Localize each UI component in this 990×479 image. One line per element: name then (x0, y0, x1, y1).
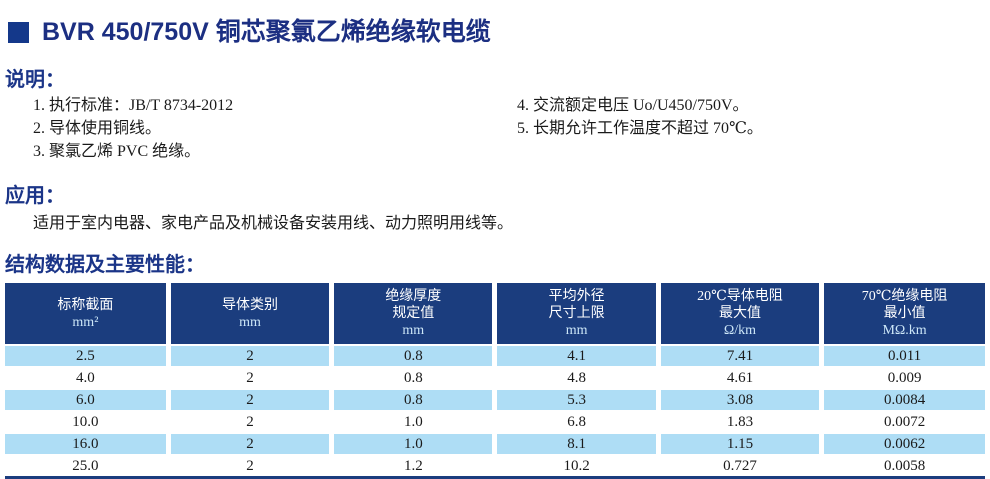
table-cell: 1.83 (655, 410, 822, 433)
col-header-line: 最小值 (883, 306, 926, 321)
col-header-line: 20℃导体电阻 (697, 289, 783, 304)
description-list-columns: 1. 执行标准：JB/T 8734-2012 2. 导体使用铜线。 3. 聚氯乙… (5, 94, 990, 163)
table-cell: 0.0062 (819, 432, 985, 455)
col-header-line: 导体类别 (221, 297, 278, 313)
col-header-unit: mm (239, 314, 261, 330)
table-cell: 2 (165, 432, 332, 455)
table-cell: 1.15 (655, 432, 822, 455)
table-cell: 0.011 (819, 344, 985, 367)
table-cell: 25.0 (5, 454, 169, 476)
page-title: BVR 450/750V 铜芯聚氯乙烯绝缘软电缆 (42, 18, 491, 46)
col-header-line: 绝缘厚度 (385, 289, 442, 304)
col-header-insulation-resistance-70c: 70℃绝缘电阻 最小值 MΩ.km (819, 283, 985, 345)
table-row: 16.0 2 1.0 8.1 1.15 0.0062 (5, 432, 985, 455)
col-header-mean-outer-diameter: 平均外径 尺寸上限 mm (492, 283, 659, 345)
col-header-nominal-section: 标称截面 mm² (5, 283, 169, 345)
table-cell: 0.727 (655, 454, 822, 476)
description-item-5: 5. 长期允许工作温度不超过 70℃。 (517, 120, 763, 137)
section-application: 应用： 适用于室内电器、家电产品及机械设备安装用线、动力照明用线等。 (0, 184, 990, 235)
table-cell: 4.1 (492, 344, 659, 367)
table-cell: 16.0 (5, 432, 169, 455)
table-row: 10.0 2 1.0 6.8 1.83 0.0072 (5, 410, 985, 433)
table-cell: 2 (165, 454, 332, 476)
table-row: 4.0 2 0.8 4.8 4.61 0.009 (5, 366, 985, 389)
col-header-line: 尺寸上限 (548, 306, 605, 321)
description-list-right: 4. 交流额定电压 Uo/U450/750V。 5. 长期允许工作温度不超过 7… (517, 94, 990, 163)
table-cell: 0.0058 (819, 454, 985, 476)
table-cell: 4.61 (655, 366, 822, 389)
col-header-line: 70℃绝缘电阻 (861, 289, 948, 304)
table-cell: 5.3 (492, 388, 659, 411)
table-cell: 0.8 (329, 388, 495, 411)
description-item-3: 3. 聚氯乙烯 PVC 绝缘。 (33, 143, 201, 160)
section-spec-table: 结构数据及主要性能： 标称截面 mm² 导体类别 mm 绝缘厚度 (0, 253, 990, 479)
col-header-unit: MΩ.km (882, 323, 927, 338)
col-header-conductor-resistance-20c: 20℃导体电阻 最大值 Ω/km (655, 283, 822, 345)
description-item-1: 1. 执行标准：JB/T 8734-2012 (33, 97, 234, 114)
table-cell: 10.2 (492, 454, 659, 476)
table-cell: 10.0 (5, 410, 169, 433)
description-item-4: 4. 交流额定电压 Uo/U450/750V。 (517, 97, 749, 114)
table-cell: 0.0072 (819, 410, 985, 433)
table-header-row: 标称截面 mm² 导体类别 mm 绝缘厚度 规定值 mm (5, 283, 985, 345)
table-cell: 0.0084 (819, 388, 985, 411)
table-cell: 2 (165, 344, 332, 367)
spec-table-body: 2.5 2 0.8 4.1 7.41 0.011 4.0 2 0.8 4.8 4… (5, 344, 985, 476)
section-description: 说明： 1. 执行标准：JB/T 8734-2012 2. 导体使用铜线。 3.… (0, 68, 990, 163)
description-heading: 说明： (5, 69, 65, 91)
page-title-row: BVR 450/750V 铜芯聚氯乙烯绝缘软电缆 (0, 0, 990, 45)
col-header-line: 规定值 (392, 306, 435, 321)
application-heading: 应用： (5, 185, 65, 207)
table-cell: 6.8 (492, 410, 659, 433)
table-cell: 7.41 (655, 344, 822, 367)
col-header-unit: mm (565, 323, 588, 338)
table-cell: 2 (165, 366, 332, 389)
col-header-unit: mm (402, 323, 425, 338)
col-header-insulation-thickness: 绝缘厚度 规定值 mm (329, 283, 495, 345)
description-item-2: 2. 导体使用铜线。 (33, 120, 162, 137)
table-cell: 2 (165, 410, 332, 433)
table-row: 2.5 2 0.8 4.1 7.41 0.011 (5, 344, 985, 367)
col-header-line: 标称截面 (57, 297, 114, 313)
spec-table: 标称截面 mm² 导体类别 mm 绝缘厚度 规定值 mm (5, 283, 985, 476)
col-header-line: 最大值 (718, 306, 761, 321)
col-header-line: 平均外径 (548, 289, 605, 304)
table-cell: 4.8 (492, 366, 659, 389)
table-cell: 4.0 (5, 366, 169, 389)
table-cell: 3.08 (655, 388, 822, 411)
description-list-left: 1. 执行标准：JB/T 8734-2012 2. 导体使用铜线。 3. 聚氯乙… (5, 94, 517, 163)
col-header-conductor-class: 导体类别 mm (165, 283, 332, 345)
table-row: 6.0 2 0.8 5.3 3.08 0.0084 (5, 388, 985, 411)
spec-table-head: 标称截面 mm² 导体类别 mm 绝缘厚度 规定值 mm (5, 283, 985, 345)
table-cell: 1.2 (329, 454, 495, 476)
table-cell: 6.0 (5, 388, 169, 411)
table-cell: 0.8 (329, 344, 495, 367)
title-bullet-square-icon (8, 22, 29, 43)
table-cell: 2 (165, 388, 332, 411)
table-cell: 0.009 (819, 366, 985, 389)
table-row: 25.0 2 1.2 10.2 0.727 0.0058 (5, 454, 985, 476)
col-header-unit: mm² (72, 314, 99, 330)
col-header-unit: Ω/km (723, 323, 757, 338)
table-cell: 1.0 (329, 410, 495, 433)
spec-table-wrap: 标称截面 mm² 导体类别 mm 绝缘厚度 规定值 mm (5, 283, 985, 479)
spec-table-heading: 结构数据及主要性能： (5, 254, 205, 276)
table-cell: 8.1 (492, 432, 659, 455)
table-cell: 2.5 (5, 344, 169, 367)
application-text: 适用于室内电器、家电产品及机械设备安装用线、动力照明用线等。 (33, 215, 514, 232)
table-cell: 0.8 (329, 366, 495, 389)
table-cell: 1.0 (329, 432, 495, 455)
